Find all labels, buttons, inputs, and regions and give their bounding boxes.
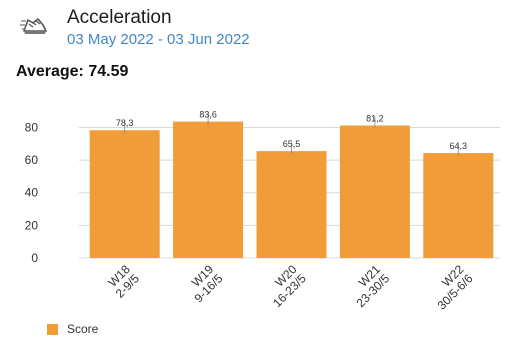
bar	[339, 125, 410, 258]
bar	[173, 121, 244, 258]
page-title: Acceleration	[67, 7, 172, 28]
bar-data-label: 64,3	[450, 141, 468, 151]
average-label: Average:	[16, 63, 84, 80]
bar-data-label: 83,6	[199, 110, 217, 120]
bar-data-label: 81,2	[366, 114, 384, 124]
y-tick-label: 0	[31, 251, 38, 265]
bar	[89, 130, 160, 258]
bar	[423, 153, 494, 258]
y-tick-label: 20	[25, 218, 39, 232]
bar-data-label: 65,5	[283, 139, 301, 149]
legend-label-score: Score	[67, 322, 99, 336]
chart-header: Acceleration 03 May 2022 - 03 Jun 2022	[0, 0, 513, 60]
sprint-shoe-icon	[20, 18, 47, 34]
bar-data-label: 78,3	[116, 118, 134, 128]
y-tick-label: 60	[25, 153, 39, 167]
average-value: 74.59	[88, 63, 129, 80]
y-tick-label: 40	[25, 186, 39, 200]
bar	[256, 151, 327, 258]
date-range[interactable]: 03 May 2022 - 03 Jun 2022	[67, 31, 250, 48]
average-summary: Average: 74.59	[16, 63, 128, 81]
legend-swatch-score	[47, 324, 58, 335]
y-tick-label: 80	[25, 120, 39, 134]
